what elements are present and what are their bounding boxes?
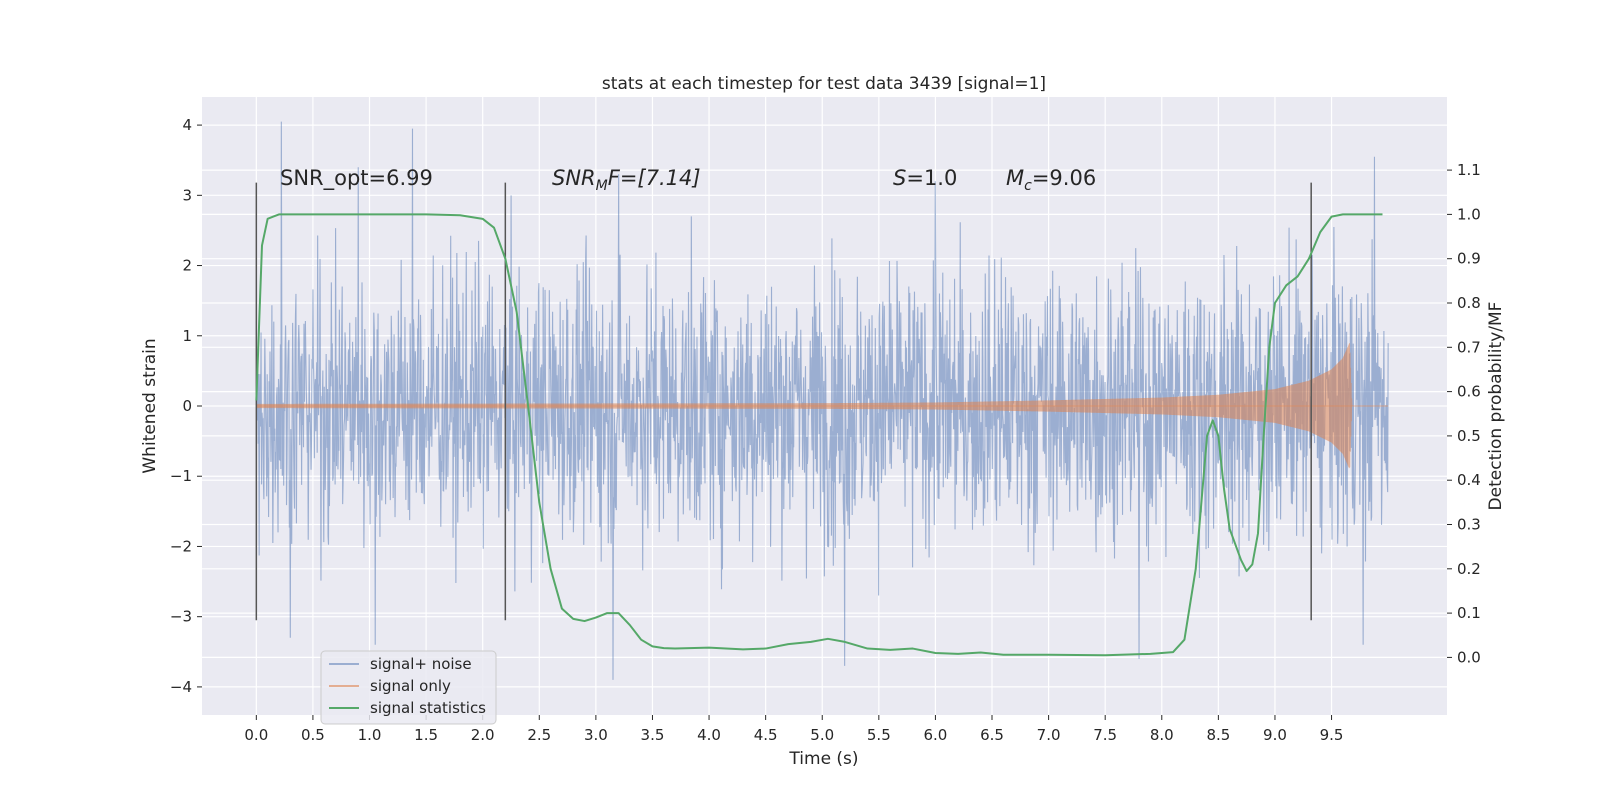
annotation-mc: Mc=9.06 <box>1006 166 1096 194</box>
y-right-tick-label: 0.6 <box>1457 383 1481 401</box>
x-tick-label: 5.0 <box>810 726 834 744</box>
annotation-snr-opt: SNR_opt=6.99 <box>280 166 433 191</box>
x-axis-ticks: 0.0 0.5 1.0 1.5 2.0 2.5 3.0 3.5 4.0 4.5 5.0 5.5 6.0 6… <box>244 715 1343 744</box>
legend-label-signal-noise: signal+ noise <box>370 655 472 673</box>
snr-mf-rest: F=[7.14] <box>608 166 701 190</box>
y-right-tick-label: 0.1 <box>1457 604 1481 622</box>
y-axis-label-left: Whitened strain <box>140 338 160 473</box>
x-tick-label: 7.5 <box>1093 726 1117 744</box>
mc-subscript: c <box>1024 178 1032 194</box>
legend-box <box>320 650 497 725</box>
x-tick-label: 6.5 <box>980 726 1004 744</box>
x-tick-label: 6.0 <box>923 726 947 744</box>
y-right-tick-label: 0.0 <box>1457 648 1481 666</box>
annotation-s: S=1.0 <box>893 166 957 190</box>
x-tick-label: 0.0 <box>244 726 268 744</box>
legend-label-signal-only: signal only <box>370 677 451 695</box>
chart-title: stats at each timestep for test data 343… <box>602 74 1046 94</box>
x-tick-label: 0.5 <box>301 726 325 744</box>
y-right-tick-label: 0.4 <box>1457 471 1481 489</box>
y-right-tick-label: 0.5 <box>1457 427 1481 445</box>
mc-main: M <box>1006 166 1024 190</box>
x-tick-label: 7.0 <box>1037 726 1061 744</box>
x-tick-label: 3.5 <box>641 726 665 744</box>
signal-statistics-line <box>255 213 1383 657</box>
legend-label-signal-statistics: signal statistics <box>370 699 486 717</box>
y-right-tick-label: 0.9 <box>1457 250 1481 268</box>
x-tick-label: 2.5 <box>527 726 551 744</box>
y-right-tick-label: 0.8 <box>1457 294 1481 312</box>
x-tick-label: 9.5 <box>1320 726 1344 744</box>
snr-mf-main: SNR <box>552 166 596 190</box>
y-tick-label: 4 <box>182 116 192 134</box>
y-tick-label: 0 <box>182 397 192 415</box>
y-axis-ticks-right: 0.0 0.1 0.2 0.3 0.4 0.5 0.6 0.7 0.8 0.9 1.0 1.1 <box>1447 161 1481 666</box>
annotation-snr-mf: SNRMF=[7.14] <box>552 166 701 194</box>
signal-statistics-series <box>255 213 1383 657</box>
x-tick-label: 1.5 <box>414 726 438 744</box>
x-tick-label: 4.5 <box>754 726 778 744</box>
x-tick-label: 3.0 <box>584 726 608 744</box>
y-axis-label-right: Detection probability/MF <box>1486 302 1506 511</box>
x-tick-label: 4.0 <box>697 726 721 744</box>
y-tick-label: −2 <box>170 537 192 555</box>
snr-mf-subscript: M <box>596 178 608 194</box>
y-tick-label: 3 <box>182 186 192 204</box>
y-tick-label: 2 <box>182 257 192 275</box>
x-tick-label: 8.0 <box>1150 726 1174 744</box>
y-right-tick-label: 0.7 <box>1457 338 1481 356</box>
x-tick-label: 5.5 <box>867 726 891 744</box>
y-right-tick-label: 1.0 <box>1457 205 1481 223</box>
x-tick-label: 2.0 <box>471 726 495 744</box>
x-tick-label: 9.0 <box>1263 726 1287 744</box>
y-right-tick-label: 1.1 <box>1457 161 1481 179</box>
plot-area <box>255 121 1389 680</box>
y-tick-label: −3 <box>170 608 192 626</box>
y-axis-ticks-left: −4 −3 −2 −1 0 1 2 3 4 <box>170 116 202 696</box>
x-axis-label: Time (s) <box>788 749 858 769</box>
mc-value: =9.06 <box>1032 166 1096 190</box>
x-tick-label: 8.5 <box>1206 726 1230 744</box>
signal-only-series <box>255 343 1389 469</box>
s-label: S <box>893 166 906 190</box>
y-tick-label: 1 <box>182 327 192 345</box>
y-right-tick-label: 0.3 <box>1457 516 1481 534</box>
legend: signal+ noise signal only signal statist… <box>320 650 497 725</box>
s-value: =1.0 <box>906 166 957 190</box>
y-tick-label: −4 <box>170 678 192 696</box>
x-tick-label: 1.0 <box>358 726 382 744</box>
y-right-tick-label: 0.2 <box>1457 560 1481 578</box>
y-tick-label: −1 <box>170 467 192 485</box>
